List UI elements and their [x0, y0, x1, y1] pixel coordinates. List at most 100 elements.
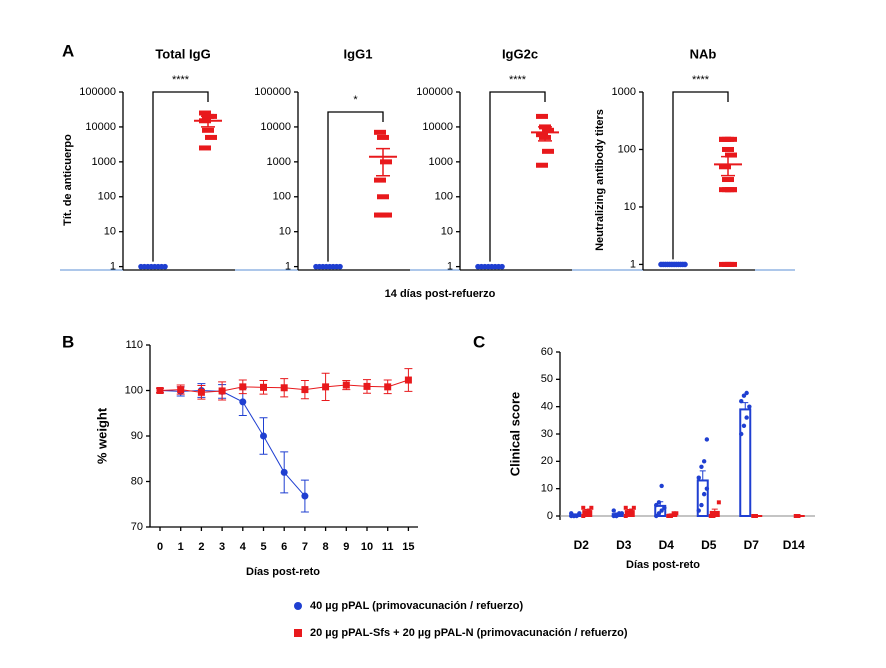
x-tick-label: D14: [783, 538, 805, 552]
marker: [177, 386, 185, 394]
point: [581, 514, 586, 518]
dot: [202, 127, 214, 133]
y-tick-label: 90: [131, 430, 143, 442]
y-tick-label: 100000: [416, 86, 453, 98]
y-axis-label: % weight: [94, 407, 109, 464]
series-line: [159, 389, 306, 497]
point: [623, 505, 628, 510]
y-tick-label: 1: [285, 261, 291, 273]
error-bar: [721, 155, 735, 177]
chart-title: IgG1: [344, 46, 373, 61]
point: [699, 464, 704, 469]
error-bar: [376, 147, 390, 177]
marker: [156, 387, 164, 394]
point: [704, 486, 710, 491]
panel-label: B: [62, 332, 74, 351]
chart-title: NAb: [690, 46, 717, 61]
significance-bracket: [327, 111, 384, 262]
significance: ****: [692, 74, 710, 86]
y-tick-label: 10000: [260, 121, 291, 133]
marker: [218, 387, 226, 395]
point: [626, 511, 631, 516]
y-tick-label: 1: [110, 261, 116, 273]
x-tick-label: 4: [240, 541, 247, 553]
point: [668, 514, 673, 518]
marker: [342, 381, 350, 389]
y-tick-label: 1: [630, 258, 636, 270]
marker: [363, 382, 371, 390]
y-tick-label: 10: [279, 226, 291, 238]
y-tick-label: 10: [624, 201, 636, 213]
point: [656, 511, 662, 516]
marker: [239, 383, 247, 391]
y-tick-label: 10: [441, 226, 453, 238]
point: [614, 513, 619, 519]
dot: [380, 159, 392, 165]
x-tick-label: 10: [361, 541, 373, 553]
point: [656, 500, 662, 505]
point: [716, 500, 721, 505]
dot: [377, 134, 389, 140]
marker: [239, 398, 247, 406]
x-tick-label: 0: [157, 541, 163, 553]
y-tick-label: 100: [435, 191, 453, 203]
marker: [301, 492, 309, 500]
point: [696, 475, 701, 480]
point: [666, 514, 671, 518]
x-tick-label: D2: [574, 538, 590, 552]
x-tick-label: 6: [281, 541, 287, 553]
dot: [722, 177, 734, 183]
error-bar: [538, 126, 552, 142]
marker: [404, 376, 412, 384]
significance: *: [353, 94, 358, 106]
y-tick-label: 100: [125, 384, 143, 396]
y-axis-label: Tít. de anticuerpo: [62, 134, 74, 226]
x-axis-label: Días post-reto: [246, 566, 320, 578]
dot: [725, 261, 737, 267]
dot: [536, 113, 548, 119]
dot: [199, 110, 211, 116]
point: [741, 423, 747, 428]
x-tick-label: 9: [343, 541, 349, 553]
error-bar: [699, 470, 706, 481]
y-tick-label: 10: [541, 483, 553, 495]
dot: [377, 194, 389, 200]
y-tick-label: 40: [541, 401, 553, 413]
y-axis-label: Clinical score: [507, 392, 522, 477]
dot: [199, 145, 211, 151]
point: [586, 508, 591, 513]
point: [654, 502, 659, 508]
y-tick-label: 10: [104, 226, 116, 238]
significance-bracket: [672, 91, 729, 260]
y-tick-label: 30: [541, 428, 553, 440]
chart-title: IgG2c: [502, 46, 538, 61]
point: [711, 514, 716, 518]
point: [631, 505, 636, 510]
y-tick-label: 1000: [92, 156, 116, 168]
dot: [719, 164, 731, 170]
error-bar: [742, 402, 749, 410]
point: [701, 491, 707, 497]
dot: [719, 136, 731, 142]
point: [741, 393, 747, 398]
point: [739, 399, 744, 404]
x-tick-label: 8: [323, 541, 329, 553]
marker: [322, 383, 330, 391]
y-tick-label: 100: [273, 191, 291, 203]
point: [659, 508, 664, 513]
point: [662, 505, 667, 510]
legend-marker: [294, 602, 302, 610]
panel-label: A: [62, 41, 74, 60]
point: [699, 502, 704, 508]
x-tick-label: 1: [178, 541, 184, 553]
x-tick-label: 2: [198, 541, 204, 553]
y-tick-label: 100: [98, 191, 116, 203]
dot: [536, 162, 548, 168]
point: [571, 513, 577, 519]
marker: [260, 383, 267, 391]
error-bar: [201, 115, 215, 128]
y-tick-label: 10000: [85, 121, 116, 133]
y-axis-label: Neutralizing antibody titers: [594, 109, 606, 251]
x-tick-label: 7: [302, 541, 308, 553]
